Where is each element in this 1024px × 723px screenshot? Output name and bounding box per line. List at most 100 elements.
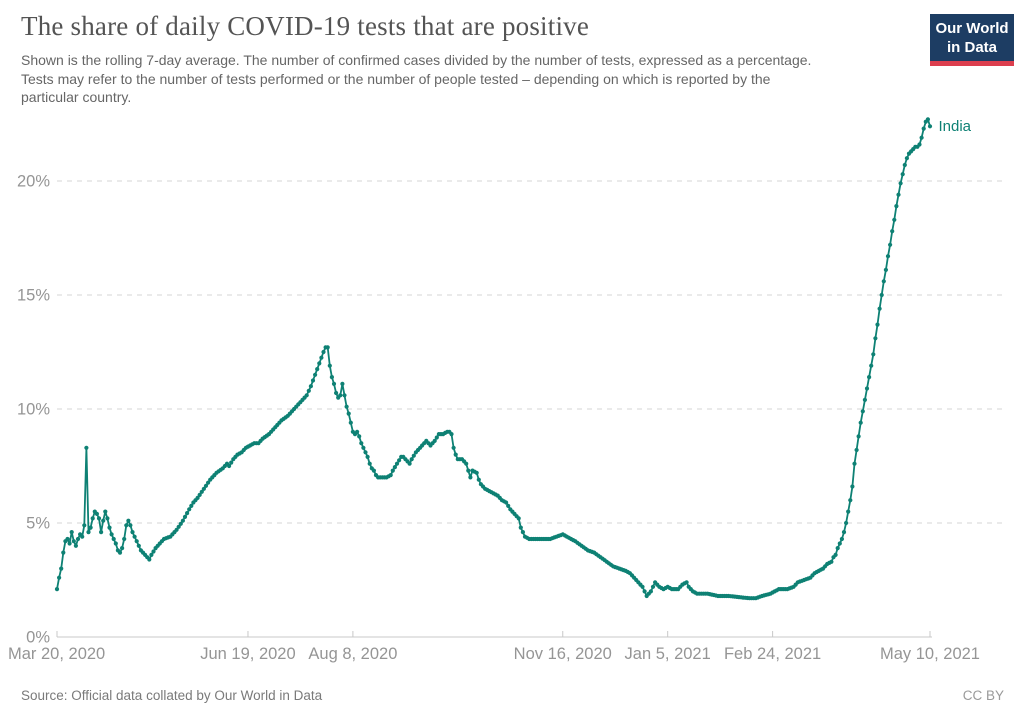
data-point-marker	[304, 393, 309, 398]
data-point-marker	[82, 523, 87, 528]
data-point-marker	[206, 480, 211, 485]
data-point-marker	[130, 530, 135, 535]
data-point-marker	[841, 530, 847, 535]
x-tick-label: Aug 8, 2020	[308, 645, 397, 663]
data-point-marker	[650, 584, 656, 589]
owid-logo-line1: Our World	[935, 20, 1009, 37]
data-point-marker	[862, 397, 868, 402]
data-point-marker	[835, 546, 840, 551]
data-point-marker	[856, 434, 861, 439]
y-gridlines	[57, 180, 1006, 638]
data-point-marker	[69, 530, 74, 535]
data-point-marker	[904, 156, 910, 161]
data-point-marker	[894, 204, 899, 209]
owid-logo-line2: in Data	[946, 39, 997, 56]
data-point-marker	[917, 142, 922, 147]
data-point-marker	[357, 434, 362, 439]
data-point-marker	[71, 539, 76, 544]
data-point-marker	[648, 589, 654, 594]
data-point-marker	[346, 411, 351, 416]
data-point-marker	[99, 530, 104, 535]
data-point-marker	[852, 461, 857, 466]
data-point-marker	[464, 461, 469, 466]
data-point-marker	[388, 473, 393, 478]
data-point-marker	[178, 521, 183, 526]
data-point-marker	[451, 445, 456, 450]
data-point-marker	[919, 135, 924, 140]
data-point-marker	[409, 457, 414, 462]
data-point-marker	[331, 381, 337, 386]
x-tick-label: Nov 16, 2020	[514, 645, 612, 663]
data-point-marker	[516, 516, 521, 521]
data-point-marker	[59, 566, 64, 571]
data-point-marker	[898, 181, 903, 186]
data-point-marker	[434, 435, 439, 440]
data-point-marker	[315, 367, 320, 372]
data-point-marker	[113, 541, 118, 546]
data-point-marker	[888, 242, 893, 247]
data-point-marker	[151, 549, 156, 554]
data-point-marker	[122, 536, 127, 542]
data-point-marker	[407, 461, 412, 466]
data-point-marker	[875, 322, 880, 327]
data-point-marker	[111, 536, 116, 542]
data-point-marker	[180, 518, 185, 523]
data-point-marker	[921, 126, 926, 131]
y-tick-label: 15%	[17, 287, 50, 305]
x-tick-label: Mar 20, 2020	[8, 645, 105, 663]
license-badge: CC BY	[962, 688, 1004, 703]
data-point-marker	[342, 393, 347, 398]
data-point-marker	[317, 361, 322, 366]
data-point-marker	[474, 470, 479, 475]
data-point-marker	[833, 552, 838, 558]
data-point-marker	[392, 465, 397, 470]
data-point-marker	[371, 468, 376, 473]
data-point-marker	[367, 461, 372, 466]
data-point-marker	[864, 386, 870, 391]
data-point-marker	[468, 475, 473, 480]
data-point-marker	[201, 486, 206, 491]
data-point-marker	[124, 523, 129, 528]
data-point-marker	[869, 363, 874, 368]
data-point-marker	[75, 536, 81, 542]
data-point-marker	[348, 420, 353, 425]
data-point-marker	[61, 550, 66, 555]
data-point-marker	[890, 229, 895, 234]
data-point-marker	[96, 516, 102, 521]
page-title: The share of daily COVID-19 tests that a…	[21, 11, 590, 41]
data-point-marker	[182, 514, 188, 520]
data-point-marker	[476, 477, 481, 482]
data-point-marker	[101, 518, 106, 523]
data-point-marker	[128, 523, 133, 528]
data-point-marker	[105, 516, 110, 521]
data-point-marker	[846, 509, 851, 514]
data-point-marker	[189, 503, 194, 508]
data-point-marker	[176, 524, 181, 529]
data-point-marker	[432, 438, 437, 443]
data-point-marker	[80, 534, 85, 539]
data-point-marker	[854, 447, 859, 453]
data-point-marker	[394, 461, 400, 466]
data-point-marker	[120, 546, 125, 551]
data-point-marker	[449, 432, 454, 437]
data-point-marker	[363, 450, 368, 455]
data-point-marker	[355, 429, 360, 434]
data-point-marker	[860, 409, 865, 414]
data-point-marker	[227, 463, 232, 469]
y-tick-label: 0%	[26, 629, 50, 647]
data-point-marker	[229, 460, 234, 465]
data-point-marker	[453, 452, 458, 457]
data-point-marker	[873, 336, 878, 341]
data-point-marker	[109, 532, 114, 537]
data-point-marker	[344, 404, 349, 409]
data-point-marker	[132, 534, 137, 539]
data-point-marker	[927, 124, 933, 129]
data-point-marker	[390, 468, 395, 473]
data-point-marker	[892, 217, 897, 222]
data-point-marker	[640, 584, 645, 589]
data-point-marker	[896, 192, 901, 197]
data-point-marker	[94, 511, 99, 516]
x-tick-label: Feb 24, 2021	[724, 645, 821, 663]
data-point-marker	[867, 375, 872, 380]
data-point-marker	[902, 162, 907, 168]
